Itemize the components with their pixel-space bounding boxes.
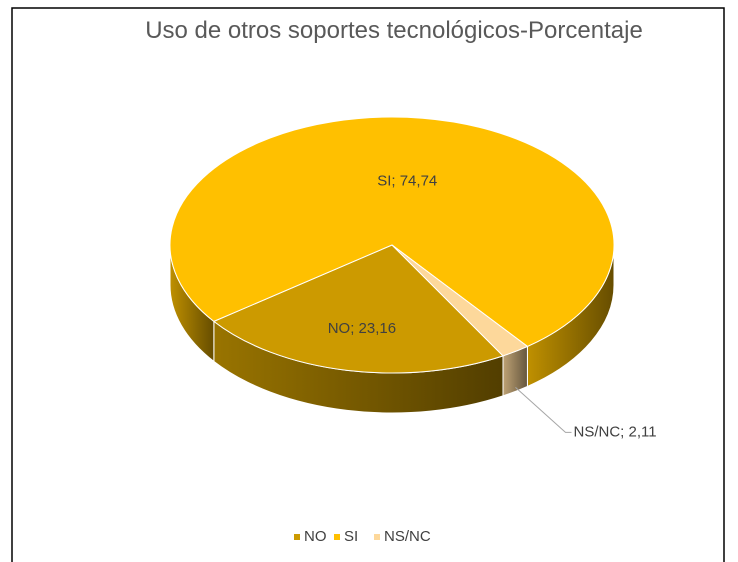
data-label: NO; 23,16 [328,320,396,337]
data-label: NS/NC; 2,11 [573,423,656,440]
legend-label: NS/NC [384,528,431,545]
slice [212,244,504,374]
chart-title: Uso de otros soportes tecnológicos-Porce… [145,17,643,44]
slice [391,244,529,357]
slice [169,116,615,347]
legend-swatch [374,534,380,540]
legend-label: NO [304,528,327,545]
data-label: SI; 74,74 [377,173,437,190]
legend-label: SI [344,528,358,545]
leader-line [515,386,572,433]
legend-swatch [334,534,340,540]
legend-swatch [294,534,300,540]
